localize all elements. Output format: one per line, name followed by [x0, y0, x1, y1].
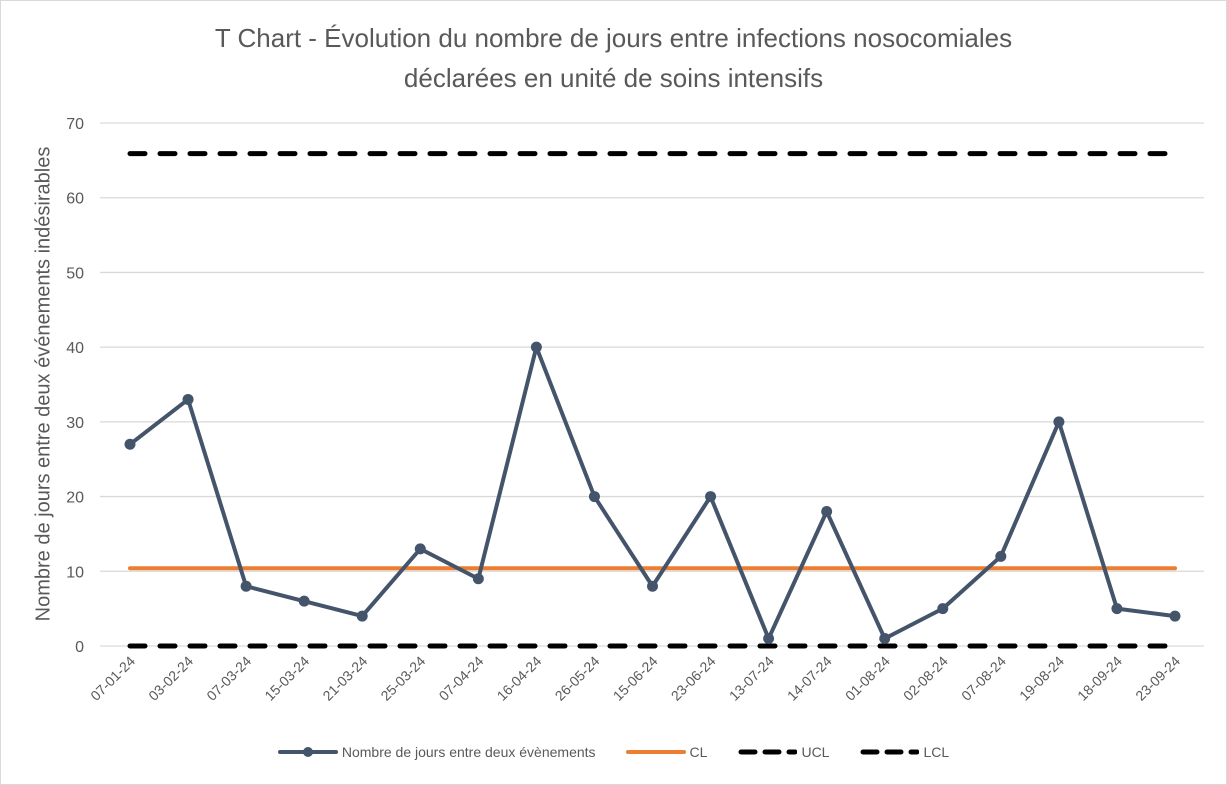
legend-solid-line-icon: [625, 750, 686, 754]
legend-item-ucl: UCL: [737, 744, 829, 760]
y-tick-label: 40: [66, 340, 84, 357]
legend-label-lcl: LCL: [923, 744, 950, 760]
y-tick-label: 70: [66, 116, 84, 133]
legend-label-cl: CL: [689, 744, 708, 760]
legend-item-cl: CL: [625, 744, 708, 760]
legend-dashed-line-icon: [738, 749, 798, 755]
legend-item-series: Nombre de jours entre deux évènements: [277, 744, 596, 760]
data-point: [356, 610, 368, 622]
x-tick-label: 07-04-24: [436, 653, 487, 704]
data-point: [1053, 416, 1065, 428]
data-point: [124, 438, 136, 450]
data-point: [530, 341, 542, 353]
x-tick-label: 23-09-24: [1132, 653, 1183, 704]
y-tick-label: 10: [66, 564, 84, 581]
x-tick-label: 07-08-24: [958, 653, 1009, 704]
x-tick-label: 07-01-24: [87, 653, 138, 704]
legend-item-lcl: LCL: [859, 744, 949, 760]
legend-dashed-line-icon: [860, 749, 920, 755]
x-tick-label: 26-05-24: [552, 653, 603, 704]
data-point: [1169, 610, 1181, 622]
data-point: [240, 580, 252, 592]
y-tick-label: 20: [66, 490, 84, 507]
data-point: [647, 580, 658, 592]
x-tick-label: 13-07-24: [726, 653, 777, 704]
y-tick-label: 60: [66, 191, 84, 208]
data-point: [763, 633, 775, 645]
legend-label-ucl: UCL: [801, 744, 830, 760]
series-line-main: [128, 345, 1176, 641]
data-point: [879, 633, 891, 645]
y-tick-label: 0: [75, 639, 84, 656]
x-tick-label: 19-08-24: [1016, 653, 1067, 704]
data-point: [995, 550, 1007, 562]
legend-label-series: Nombre de jours entre deux évènements: [341, 744, 596, 760]
data-point: [705, 491, 717, 503]
legend-marker-line-icon: [277, 747, 338, 757]
data-point: [298, 595, 310, 607]
y-tick-label: 30: [66, 415, 84, 432]
data-point: [472, 573, 484, 585]
data-point: [821, 506, 833, 518]
x-tick-label: 18-09-24: [1074, 653, 1125, 704]
x-tick-label: 01-08-24: [842, 653, 893, 704]
chart-title-line-2: déclarées en unité de soins intensifs: [403, 63, 824, 93]
chart-title-line-1: T Chart - Évolution du nombre de jours e…: [214, 23, 1013, 53]
data-point: [588, 491, 600, 503]
x-tick-label: 02-08-24: [900, 653, 951, 704]
data-point: [937, 603, 949, 615]
x-tick-label: 15-06-24: [610, 653, 661, 704]
x-tick-label: 07-03-24: [203, 653, 254, 704]
x-tick-label: 15-03-24: [261, 653, 312, 704]
data-point: [182, 393, 194, 405]
x-tick-label: 14-07-24: [784, 653, 835, 704]
x-tick-label: 16-04-24: [494, 653, 545, 704]
x-tick-label: 23-06-24: [668, 653, 719, 704]
x-tick-label: 03-02-24: [145, 653, 196, 704]
data-point: [414, 543, 426, 555]
legend: Nombre de jours entre deux évènements CL…: [0, 744, 1227, 760]
y-tick-label: 50: [66, 265, 84, 282]
x-tick-label: 25-03-24: [377, 653, 428, 704]
data-point: [1111, 603, 1123, 615]
x-tick-label: 21-03-24: [319, 653, 370, 704]
